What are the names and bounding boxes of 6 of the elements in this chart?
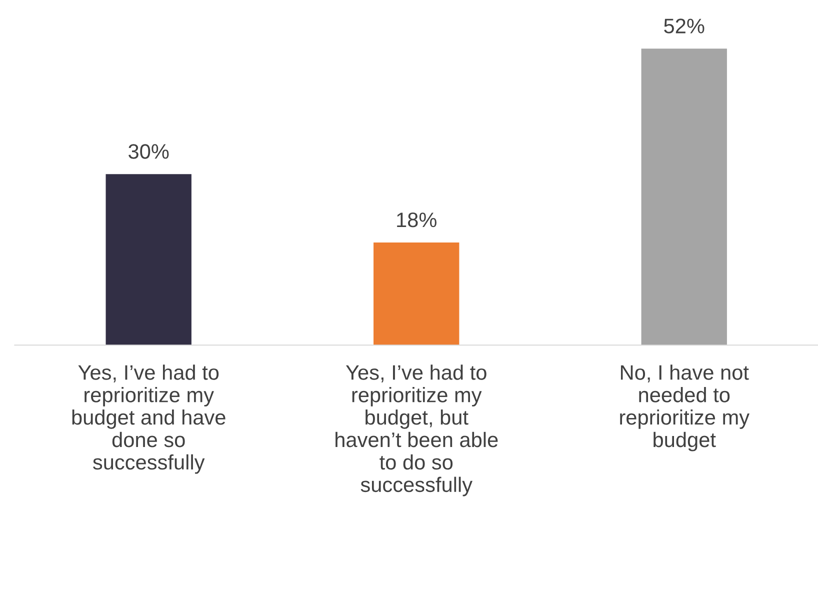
data-label: 30%: [128, 144, 169, 159]
x-tick-label: No, I have not needed to reprioritize my budget: [620, 364, 750, 452]
x-tick-label: Yes, I’ve had to reprioritize my budget, but haven’t been able to do so successfully: [336, 364, 498, 496]
x-tick-label: Yes, I’ve had to reprioritize my budget and have done so successfully: [72, 364, 226, 474]
data-label: 18%: [397, 212, 436, 228]
data-label: 52%: [664, 18, 704, 34]
